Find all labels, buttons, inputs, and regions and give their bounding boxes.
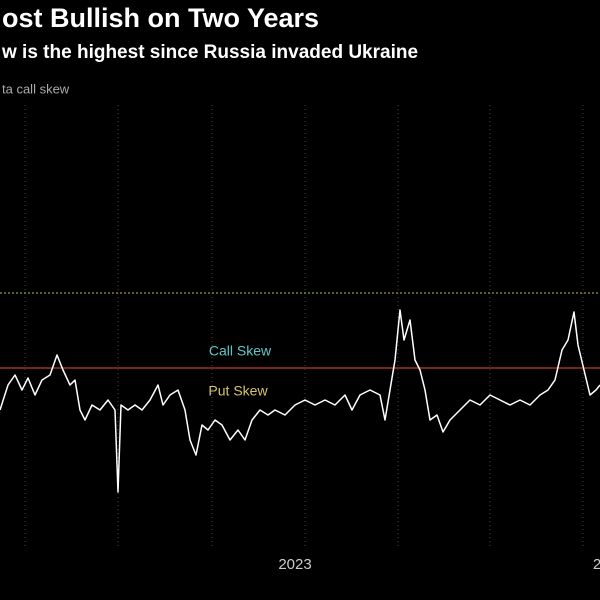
annotation: Put Skew (208, 383, 268, 399)
chart-subtitle: w is the highest since Russia invaded Uk… (1, 42, 418, 63)
chart-title: ost Bullish on Two Years (2, 3, 319, 33)
y-axis-label: ta call skew (2, 81, 70, 96)
x-tick-label: 2023 (278, 556, 311, 573)
annotation: Call Skew (209, 343, 272, 359)
x-tick-label: 2 (593, 556, 600, 573)
line-series (0, 309, 600, 493)
